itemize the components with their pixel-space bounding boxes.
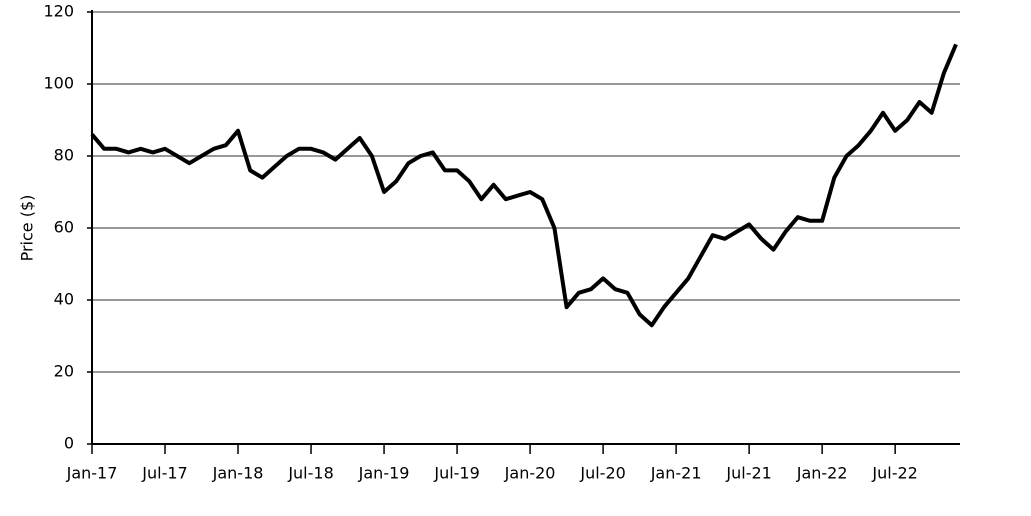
y-tick-label: 40 — [54, 290, 74, 309]
x-tick-label: Jan-19 — [358, 464, 410, 483]
x-tick-label: Jul-18 — [287, 464, 333, 483]
y-axis-label: Price ($) — [18, 195, 37, 262]
y-tick-label: 120 — [43, 2, 74, 21]
y-tick-label: 60 — [54, 218, 74, 237]
y-tick-label: 20 — [54, 362, 74, 381]
x-tick-label: Jul-21 — [725, 464, 771, 483]
x-tick-label: Jul-22 — [871, 464, 917, 483]
y-tick-label: 0 — [64, 434, 74, 453]
x-tick-label: Jan-18 — [212, 464, 264, 483]
x-tick-label: Jan-17 — [66, 464, 118, 483]
x-tick-label: Jul-19 — [433, 464, 479, 483]
x-tick-label: Jan-21 — [650, 464, 702, 483]
x-tick-label: Jul-20 — [579, 464, 625, 483]
x-tick-label: Jul-17 — [141, 464, 187, 483]
price-line — [90, 43, 958, 328]
y-tick-label: 80 — [54, 146, 74, 165]
x-tick-label: Jan-22 — [796, 464, 848, 483]
x-tick-label: Jan-20 — [504, 464, 556, 483]
y-tick-label: 100 — [43, 74, 74, 93]
